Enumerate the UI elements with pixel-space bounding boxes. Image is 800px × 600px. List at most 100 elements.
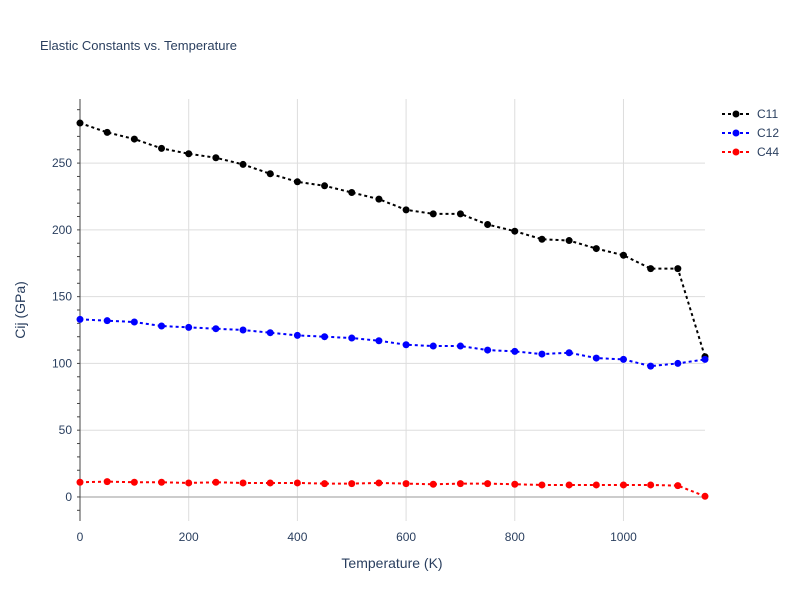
- series-line-c11: [79, 122, 706, 358]
- series-c12: [76, 315, 709, 370]
- data-point-c11: [76, 119, 84, 127]
- data-point-c44: [592, 481, 600, 489]
- data-point-c44: [76, 478, 84, 486]
- data-point-c11: [674, 265, 682, 273]
- data-point-c12: [212, 325, 220, 333]
- data-point-c44: [565, 481, 573, 489]
- data-point-c11: [375, 195, 383, 203]
- plot-series: [76, 119, 709, 500]
- data-point-c44: [429, 480, 437, 488]
- data-point-c12: [701, 355, 709, 363]
- data-point-c11: [266, 170, 274, 178]
- series-c44: [76, 478, 709, 500]
- data-point-c12: [511, 347, 519, 355]
- data-point-c11: [103, 128, 111, 136]
- data-point-c11: [429, 210, 437, 218]
- data-point-c44: [103, 478, 111, 486]
- data-point-c11: [592, 245, 600, 253]
- data-point-c12: [348, 334, 356, 342]
- data-point-c44: [402, 480, 410, 488]
- data-point-c44: [484, 480, 492, 488]
- data-point-c44: [619, 481, 627, 489]
- data-point-c12: [484, 346, 492, 354]
- x-axis-title: Temperature (K): [341, 555, 442, 571]
- data-point-c44: [511, 480, 519, 488]
- data-point-c12: [266, 329, 274, 337]
- x-tick-label: 800: [505, 530, 525, 544]
- y-tick-label: 150: [52, 290, 72, 304]
- data-point-c44: [293, 479, 301, 487]
- data-point-c44: [321, 480, 329, 488]
- data-point-c44: [158, 478, 166, 486]
- x-tick-label: 1000: [610, 530, 637, 544]
- data-point-c11: [158, 144, 166, 152]
- data-point-c11: [185, 150, 193, 158]
- legend-swatch-marker: [732, 110, 740, 118]
- data-point-c44: [674, 482, 682, 490]
- legend[interactable]: C11 C12 C44: [722, 107, 779, 159]
- data-point-c12: [293, 331, 301, 339]
- data-point-c12: [647, 362, 655, 370]
- data-point-c44: [266, 479, 274, 487]
- legend-swatch-marker: [732, 129, 740, 137]
- data-point-c44: [348, 480, 356, 488]
- y-tick-label: 250: [52, 156, 72, 170]
- data-point-c12: [565, 349, 573, 357]
- data-point-c11: [484, 221, 492, 229]
- data-point-c12: [456, 342, 464, 350]
- data-point-c11: [456, 210, 464, 218]
- series-c11: [76, 119, 709, 361]
- data-point-c12: [538, 350, 546, 358]
- data-point-c12: [402, 341, 410, 349]
- data-point-c44: [185, 479, 193, 487]
- data-point-c12: [158, 322, 166, 330]
- data-point-c12: [76, 315, 84, 323]
- grid-lines: [79, 99, 705, 521]
- data-point-c12: [429, 342, 437, 350]
- data-point-c11: [348, 188, 356, 196]
- legend-item-c12[interactable]: C12: [722, 126, 779, 140]
- series-line-c12: [79, 318, 706, 368]
- data-point-c11: [538, 235, 546, 243]
- x-tick-label: 0: [77, 530, 84, 544]
- data-point-c44: [239, 479, 247, 487]
- data-point-c12: [239, 326, 247, 334]
- x-tick-label: 400: [287, 530, 307, 544]
- chart-title: Elastic Constants vs. Temperature: [40, 38, 237, 53]
- x-tick-label: 200: [179, 530, 199, 544]
- legend-label: C44: [757, 145, 779, 159]
- data-point-c11: [619, 251, 627, 259]
- legend-swatch-marker: [732, 148, 740, 156]
- y-tick-label: 0: [65, 490, 72, 504]
- data-point-c12: [592, 354, 600, 362]
- data-point-c44: [456, 480, 464, 488]
- data-point-c12: [185, 323, 193, 331]
- legend-item-c44[interactable]: C44: [722, 145, 779, 159]
- data-point-c12: [321, 333, 329, 341]
- data-point-c44: [538, 481, 546, 489]
- data-point-c44: [212, 478, 220, 486]
- data-point-c11: [402, 206, 410, 214]
- data-point-c12: [103, 317, 111, 325]
- data-point-c44: [647, 481, 655, 489]
- data-point-c12: [674, 359, 682, 367]
- legend-label: C11: [757, 107, 778, 121]
- y-tick-label: 50: [59, 423, 73, 437]
- y-tick-label: 100: [52, 356, 72, 370]
- legend-label: C12: [757, 126, 779, 140]
- data-point-c11: [130, 135, 138, 143]
- axes: 0 200 400 600 800 1000 0 50 100 150 200 250: [52, 99, 637, 544]
- data-point-c11: [565, 237, 573, 245]
- data-point-c44: [701, 492, 709, 500]
- legend-item-c11[interactable]: C11: [722, 107, 778, 121]
- data-point-c12: [130, 318, 138, 326]
- data-point-c44: [375, 479, 383, 487]
- x-tick-label: 600: [396, 530, 416, 544]
- data-point-c12: [375, 337, 383, 345]
- data-point-c11: [511, 227, 519, 235]
- data-point-c12: [619, 355, 627, 363]
- data-point-c11: [239, 160, 247, 168]
- series-line-c44: [79, 480, 706, 498]
